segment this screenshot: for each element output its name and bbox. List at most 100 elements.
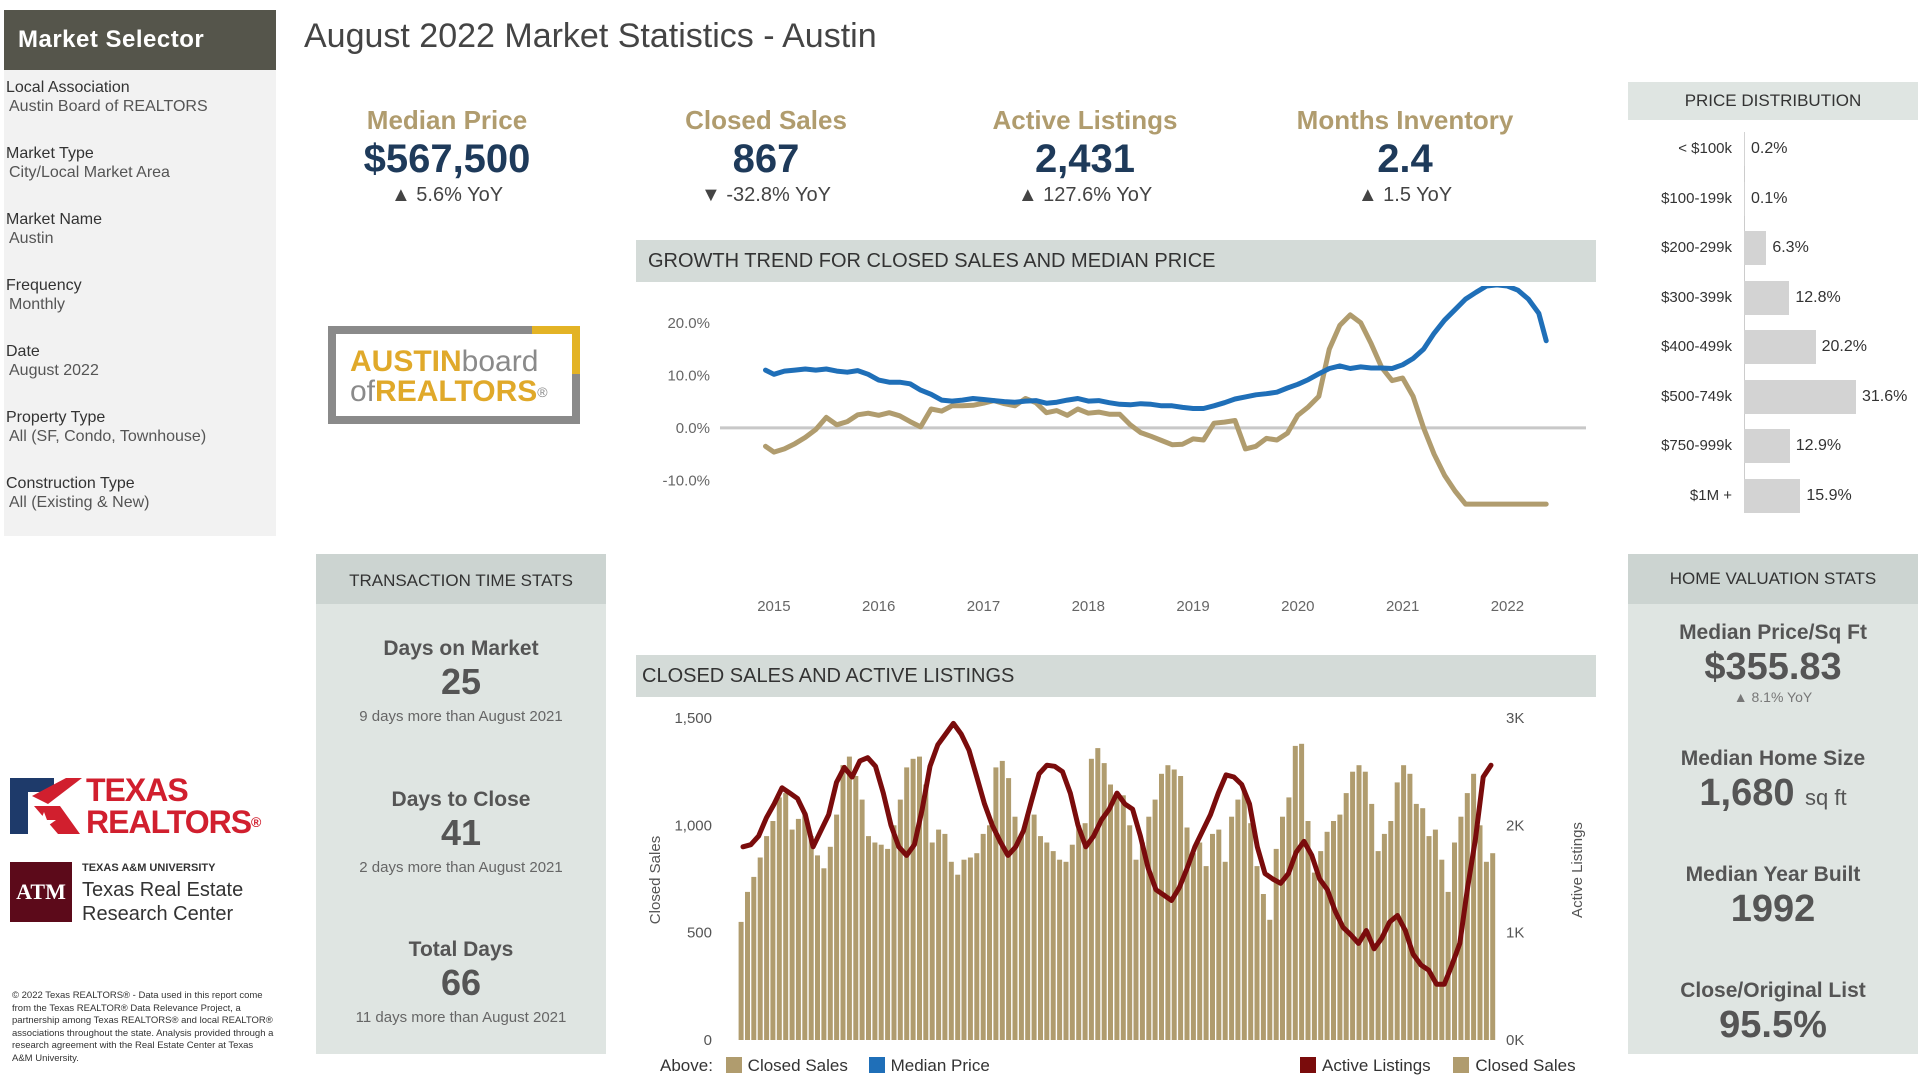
closed-sales-bar (770, 821, 776, 1040)
x-tick-label: 2020 (1281, 598, 1314, 615)
closed-sales-bar (917, 756, 922, 1040)
closed-sales-bar (783, 793, 789, 1040)
field-value: Monthly (9, 296, 66, 313)
copyright-note: © 2022 Texas REALTORS® - Data used in th… (12, 990, 274, 1064)
closed-sales-bar (1108, 784, 1113, 1040)
closed-sales-bar (1445, 891, 1451, 1040)
legend-closed-sales: Closed Sales (747, 1056, 848, 1075)
field-value: Austin Board of REALTORS (9, 98, 208, 115)
sidebar-field-property-type[interactable]: Property Type All (SF, Condo, Townhouse) (6, 408, 268, 446)
closed-sales-bar (980, 833, 986, 1040)
closed-sales-bar (999, 760, 1005, 1040)
closed-sales-bar (961, 859, 967, 1040)
sidebar-field-market-type[interactable]: Market Type City/Local Market Area (6, 144, 268, 182)
home-valuation-header: HOME VALUATION STATS (1628, 554, 1918, 604)
price-bucket-bar (1744, 478, 1801, 513)
closed-sales-active-listings-chart: 1,500 1,000 500 0 3K 2K 1K 0K Closed Sales Active… (647, 710, 1586, 1048)
price-bucket-label: < $100k (1678, 140, 1732, 157)
closed-sales-bar (1044, 842, 1050, 1040)
closed-sales-bar (993, 767, 999, 1040)
closed-sales-bar (1171, 769, 1177, 1040)
kpi-value: 2.4 (1377, 137, 1433, 181)
closed-sales-bar (1292, 745, 1298, 1040)
sidebar-field-market-name[interactable]: Market Name Austin (6, 210, 268, 248)
field-value: August 2022 (9, 362, 99, 379)
closed-sales-bar (1190, 853, 1196, 1040)
legend-swatch-active-listings (1300, 1057, 1316, 1073)
closed-sales-bar (1432, 829, 1438, 1040)
closed-sales-bar (815, 855, 820, 1040)
kpi-active-listings: Active Listings 2,431 ▲ 127.6% YoY (935, 104, 1235, 208)
closed-sales-bar (1222, 861, 1228, 1040)
y-tick-label: 500 (687, 925, 712, 942)
closed-sales-bar (987, 825, 992, 1040)
sidebar-field-local-association[interactable]: Local Association Austin Board of REALTOR… (6, 78, 268, 116)
closed-sales-bar (853, 776, 859, 1040)
closed-sales-bar (1248, 823, 1254, 1040)
legend-closed-sales-2: Closed Sales (1475, 1056, 1576, 1075)
stat-label: Median Price/Sq Ft (1679, 621, 1867, 644)
legend-swatch-median-price (868, 1057, 885, 1073)
stat-value: $355.83 (1704, 646, 1842, 688)
closed-sales-bar (1197, 842, 1203, 1040)
closed-sales-bar (1120, 795, 1126, 1040)
closed-sales-bar (776, 797, 782, 1040)
closed-sales-bar (1305, 821, 1311, 1040)
closed-sales-bar (1159, 773, 1164, 1040)
price-bucket-row: $100-199k 0.1% (1628, 181, 1918, 216)
price-bucket-label: $200-299k (1661, 239, 1732, 256)
closed-sales-bar (1101, 763, 1107, 1040)
price-bucket-label: $750-999k (1661, 437, 1732, 454)
stat-note: 9 days more than August 2021 (359, 708, 563, 725)
closed-sales-bar (1025, 814, 1031, 1040)
price-per-sqft-stat: Median Price/Sq Ft $355.83 ▲ 8.1% YoY (1628, 620, 1918, 706)
closed-sales-bar (1165, 765, 1171, 1040)
tam-text-1: Texas Real Estate (82, 879, 244, 901)
stat-value: 1,680 (1699, 772, 1795, 814)
price-bucket-value: 6.3% (1772, 239, 1809, 256)
closed-sales-bar (1337, 814, 1343, 1040)
closed-sales-bar (751, 876, 757, 1040)
closed-sales-bar (1095, 748, 1101, 1040)
closed-sales-bar (1426, 836, 1432, 1040)
legend-above-label: Above: (660, 1056, 713, 1075)
legend-median-price: Median Price (890, 1056, 990, 1075)
abor-logo-reg: ® (537, 384, 548, 400)
y-tick-label: 0 (704, 1032, 712, 1048)
closed-sales-bar (840, 765, 846, 1040)
closed-sales-bar (1127, 825, 1133, 1040)
x-tick-label: 2015 (757, 598, 790, 615)
growth-trend-header: GROWTH TREND FOR CLOSED SALES AND MEDIAN… (636, 240, 1596, 282)
price-bucket-value: 12.9% (1795, 437, 1842, 454)
series-line-median-price (763, 286, 1549, 411)
closed-sales-bar (808, 836, 814, 1040)
kpi-yoy: ▼ -32.8% YoY (701, 184, 831, 206)
price-bucket-row: $750-999k 12.9% (1628, 429, 1918, 463)
legend-active-listings: Active Listings (1322, 1056, 1431, 1075)
close-original-list-stat: Close/Original List 95.5% (1628, 978, 1918, 1046)
price-distribution-axis (1744, 132, 1745, 512)
kpi-value: 2,431 (1034, 137, 1136, 181)
kpi-value: 867 (732, 137, 800, 181)
sidebar-field-date[interactable]: Date August 2022 (6, 342, 268, 380)
closed-sales-bar (1331, 821, 1336, 1040)
legend-swatch-closed-sales-2 (1453, 1057, 1470, 1073)
field-label: Market Name (6, 211, 103, 228)
field-label: Property Type (6, 409, 106, 426)
closed-sales-bar (795, 818, 801, 1040)
stat-unit: sq ft (1805, 785, 1847, 810)
abor-logo-austin: AUSTIN (350, 345, 462, 378)
x-tick-label: 2019 (1176, 598, 1209, 615)
closed-sales-bar (1235, 799, 1241, 1040)
closed-sales-bar (1203, 866, 1209, 1040)
stat-label: Total Days (408, 938, 514, 961)
price-bucket-row: $200-299k 6.3% (1628, 231, 1918, 265)
closed-sales-bar (1420, 808, 1426, 1040)
sidebar-field-construction-type[interactable]: Construction Type All (Existing & New) (6, 474, 268, 512)
stat-value: 1992 (1730, 888, 1816, 930)
sidebar-field-frequency[interactable]: Frequency Monthly (6, 276, 268, 314)
y-axis-label: Closed Sales (647, 836, 664, 924)
closed-sales-bar (872, 842, 878, 1040)
closed-sales-bar (967, 857, 973, 1040)
closed-sales-bar (1311, 872, 1317, 1040)
